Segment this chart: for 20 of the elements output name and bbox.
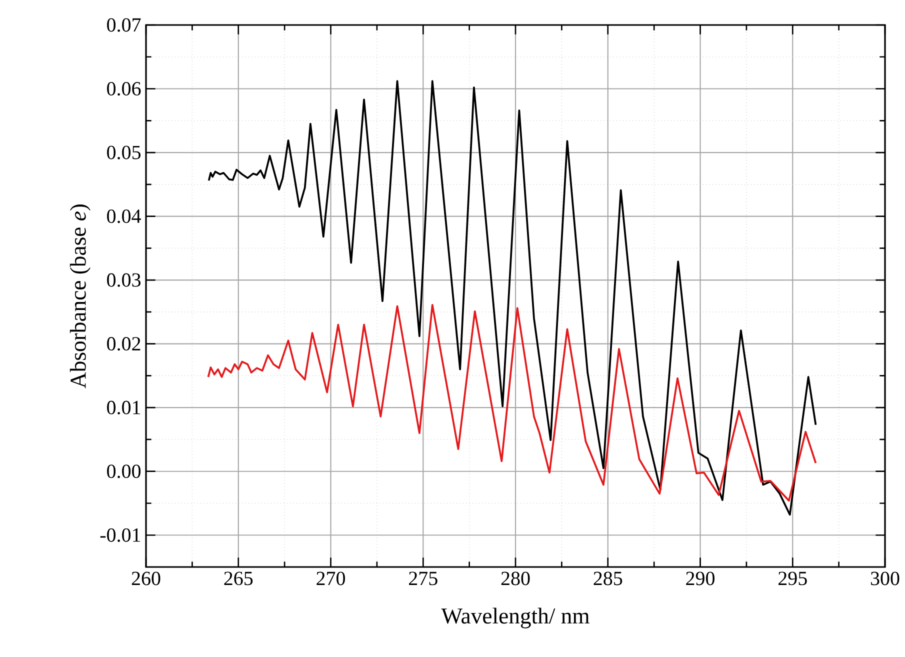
x-axis-title: Wavelength/ nm bbox=[441, 608, 590, 628]
x-tick-label: 300 bbox=[870, 572, 900, 586]
x-tick-label: 265 bbox=[224, 572, 253, 586]
y-tick-label: 0.04 bbox=[107, 210, 141, 224]
y-axis-title: Absorbance (base e) bbox=[70, 204, 90, 388]
x-tick-label: 280 bbox=[501, 572, 530, 586]
y-tick-label: 0.06 bbox=[107, 82, 141, 96]
y-tick-label: 0.01 bbox=[107, 400, 140, 414]
x-tick-label: 275 bbox=[409, 572, 438, 586]
y-tick-label: 0.02 bbox=[107, 337, 140, 351]
y-tick-label: 0.07 bbox=[107, 18, 141, 32]
x-tick-label: 285 bbox=[594, 572, 622, 586]
y-tick-label: 0.05 bbox=[107, 146, 141, 160]
y-tick-label: -0.01 bbox=[100, 528, 140, 542]
y-tick-label: 0.00 bbox=[107, 464, 141, 478]
x-tick-label: 295 bbox=[778, 572, 807, 586]
x-tick-label: 290 bbox=[686, 572, 714, 586]
x-tick-label: 260 bbox=[132, 572, 160, 586]
x-tick-label: 270 bbox=[316, 572, 345, 586]
y-tick-label: 0.03 bbox=[107, 273, 141, 287]
